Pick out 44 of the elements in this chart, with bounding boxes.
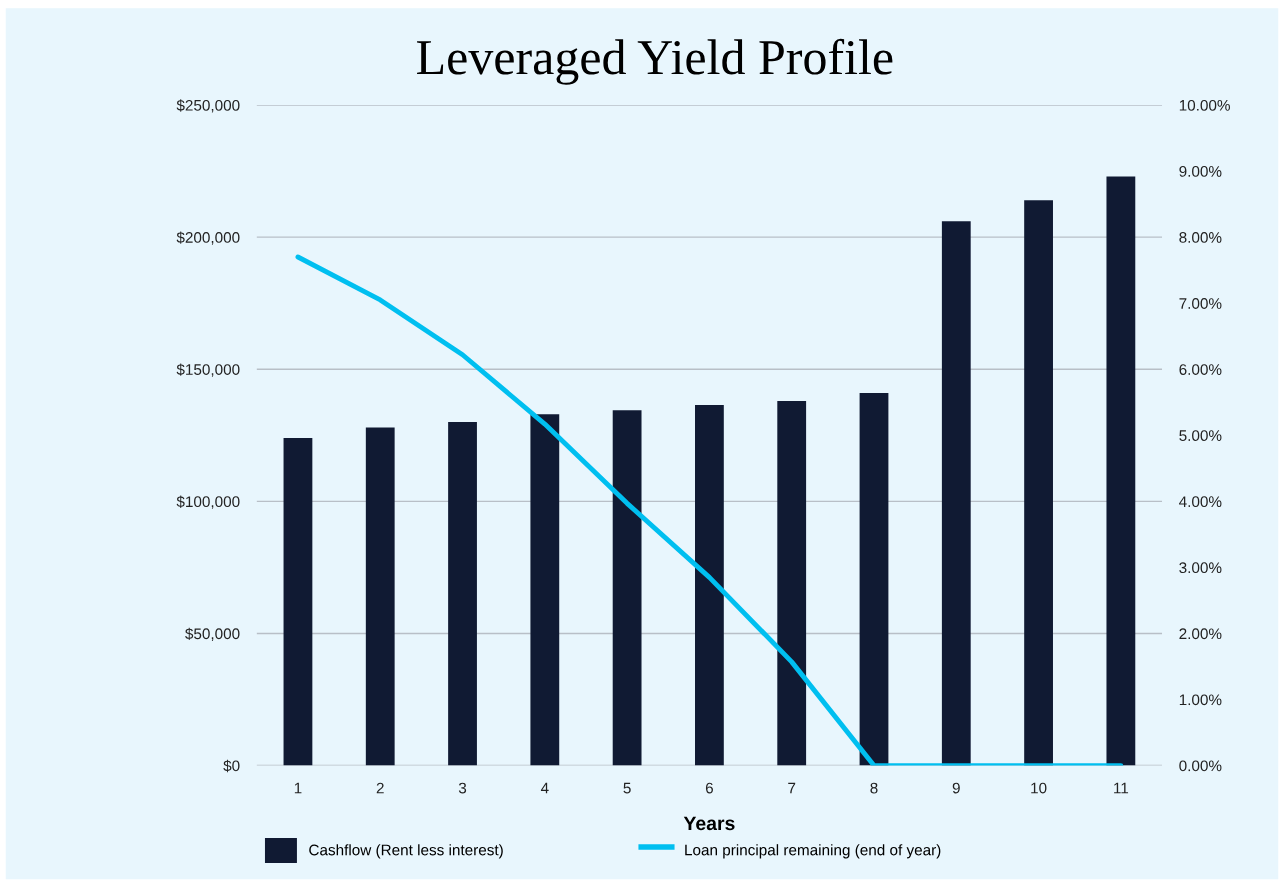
legend-label: Loan principal remaining (end of year): [685, 844, 941, 859]
line-series: [295, 254, 1124, 766]
x-tick-label: 10: [1031, 782, 1047, 794]
y2-tick-label: 3.00%: [1179, 562, 1222, 574]
bar: [695, 404, 724, 766]
y2-tick-label: 8.00%: [1179, 232, 1222, 243]
y2-tick-label: 10.00%: [1179, 99, 1230, 111]
y-tick-label: $0: [223, 759, 240, 773]
y-tick-label: $250,000: [176, 99, 240, 113]
x-tick-label: 6: [705, 782, 713, 794]
bar: [365, 427, 395, 766]
bar: [1024, 200, 1053, 766]
bar: [1106, 176, 1136, 766]
x-axis-title: Years: [683, 816, 735, 831]
legend-label: Cashflow (Rent less interest): [309, 844, 503, 859]
chart-title: Leveraged Yield Profile: [417, 38, 893, 85]
x-tick-label: 9: [952, 782, 960, 794]
bar: [448, 422, 477, 766]
y2-tick-label: 1.00%: [1179, 694, 1222, 706]
bar: [941, 221, 971, 766]
y2-tick-label: 7.00%: [1179, 298, 1222, 309]
x-tick-label: 1: [294, 782, 302, 794]
bar: [283, 437, 313, 766]
x-tick-label: 8: [870, 782, 878, 794]
x-tick-label: 7: [788, 782, 796, 794]
y-tick-label: $100,000: [176, 495, 240, 509]
bar: [612, 410, 642, 766]
x-tick-label: 5: [623, 782, 631, 794]
bar: [859, 393, 889, 766]
y-tick-label: $50,000: [185, 627, 240, 641]
x-tick-label: 11: [1114, 782, 1129, 794]
x-tick-label: 4: [540, 782, 549, 794]
x-tick-label: 2: [376, 782, 384, 794]
bar: [530, 414, 560, 766]
y2-tick-label: 0.00%: [1179, 760, 1222, 772]
y2-tick-label: 2.00%: [1179, 628, 1222, 640]
y2-tick-label: 5.00%: [1179, 430, 1222, 442]
y2-tick-label: 6.00%: [1179, 364, 1222, 375]
y-tick-label: $200,000: [176, 231, 240, 245]
y-tick-label: $150,000: [176, 363, 240, 377]
bar: [777, 400, 807, 766]
y2-tick-label: 9.00%: [1179, 165, 1222, 177]
x-tick-label: 3: [458, 782, 467, 794]
y2-tick-label: 4.00%: [1179, 496, 1222, 508]
